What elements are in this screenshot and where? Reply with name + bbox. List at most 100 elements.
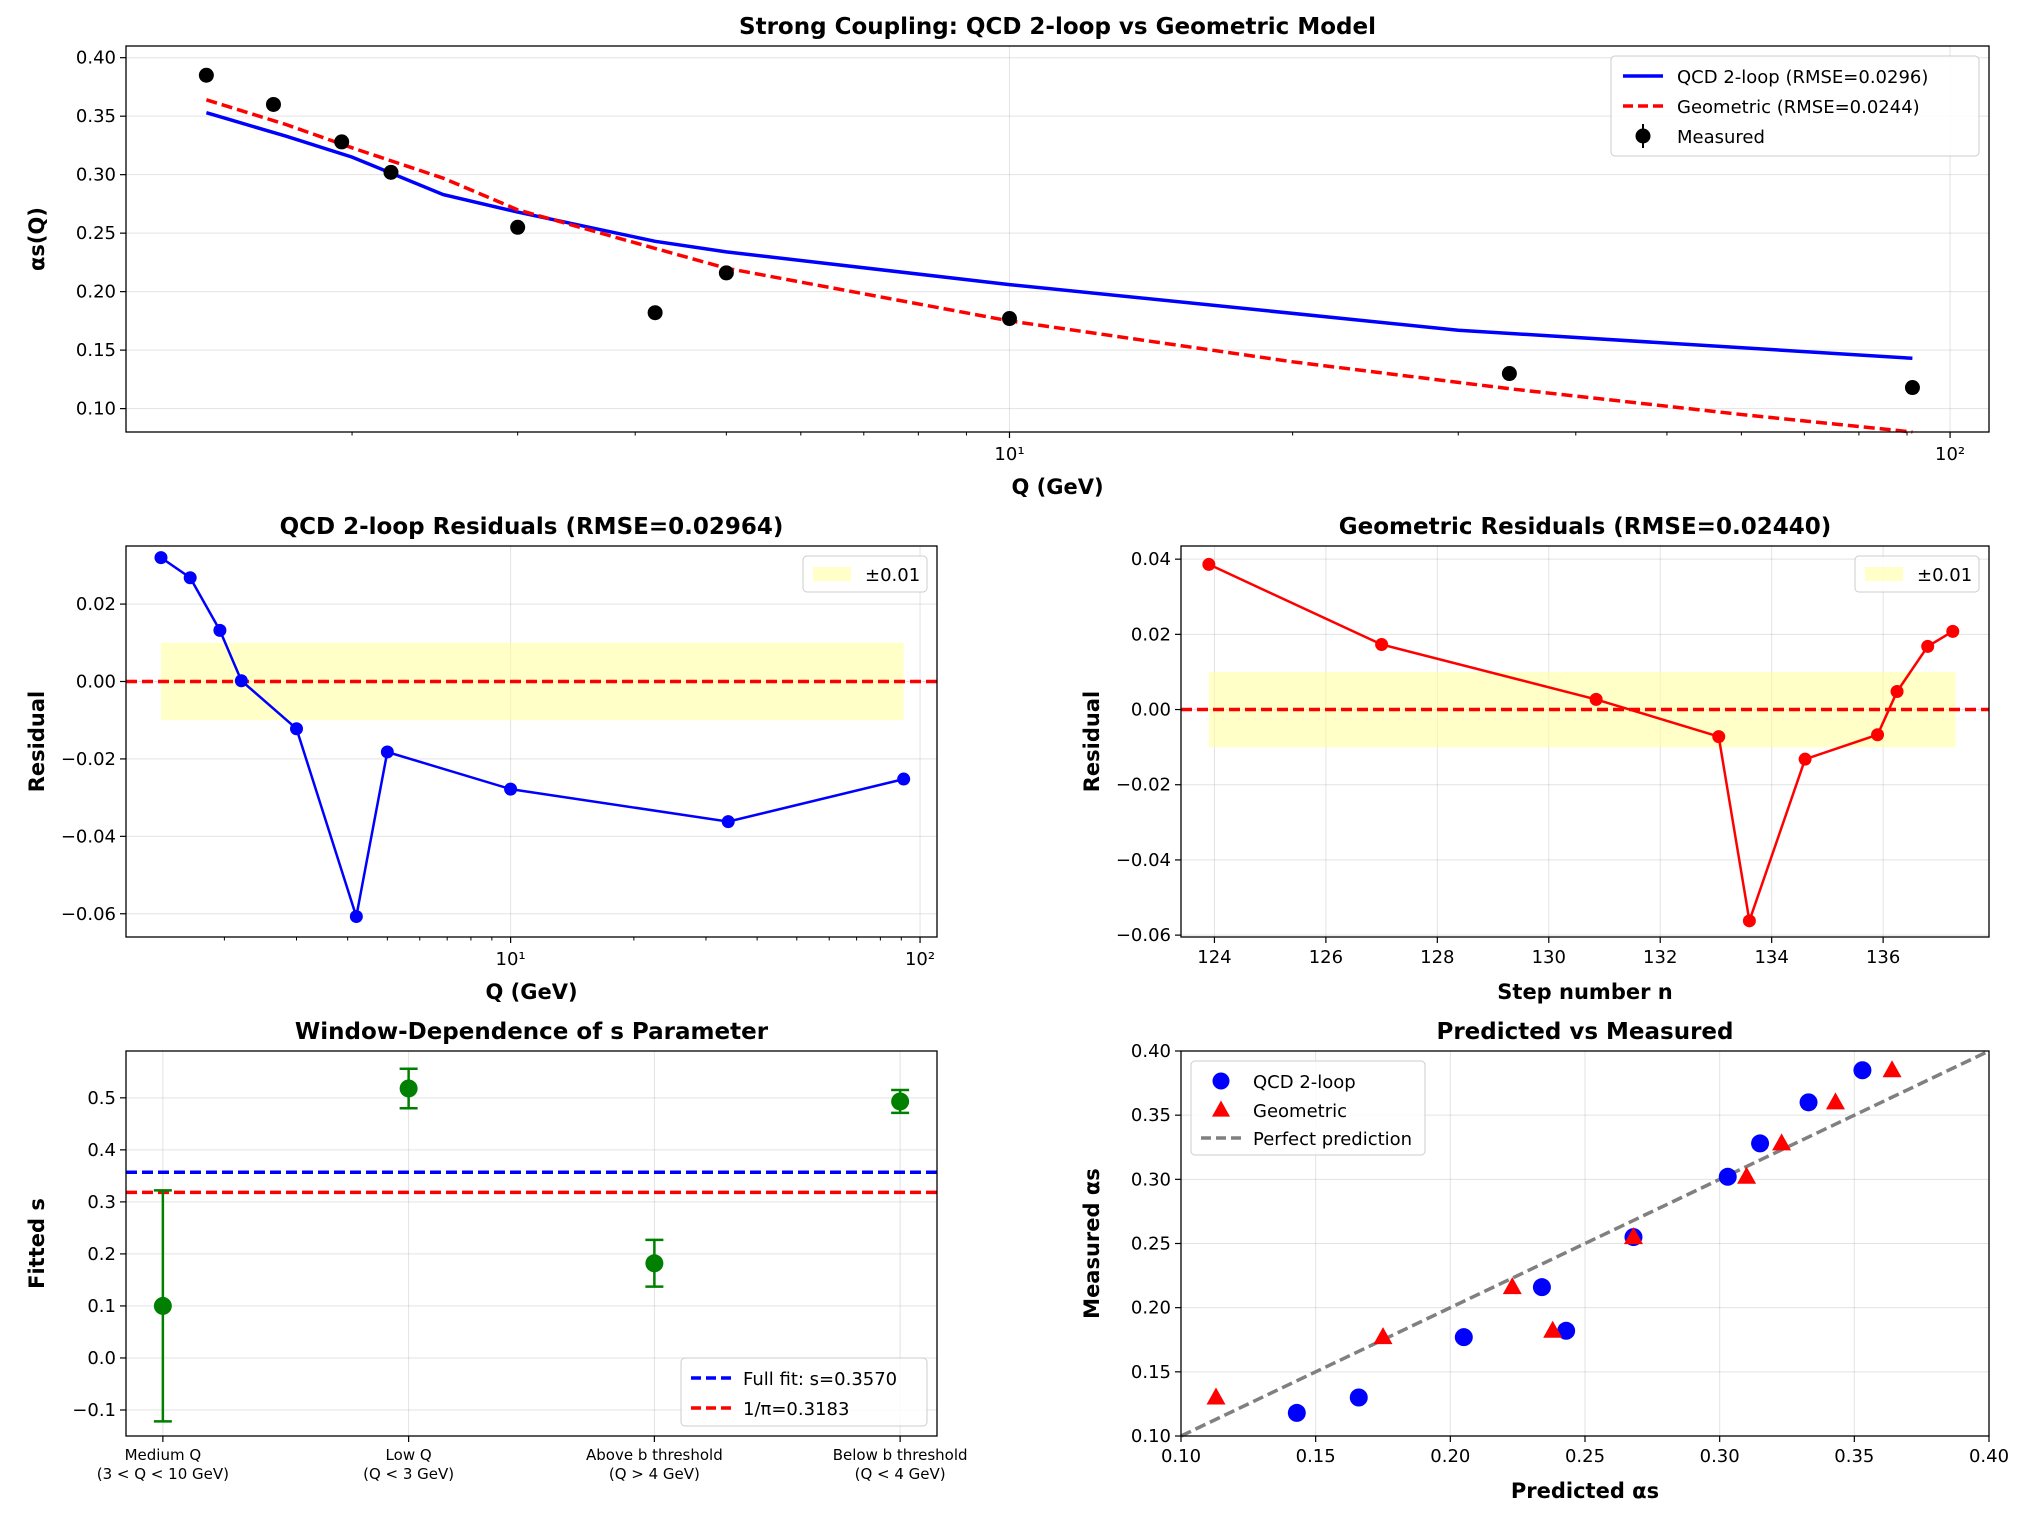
p3-residual-point [1871,728,1885,742]
p5-qcd-point [1751,1134,1770,1153]
p1-xtick-label: 10² [1935,444,1965,465]
p5-qcd-point [1532,1278,1551,1297]
p4-category-label: (Q < 4 GeV) [855,1465,946,1483]
p3-ylabel: Residual [1080,691,1104,792]
p5-xtick-label: 0.20 [1430,1446,1470,1467]
p3-residual-point [1946,624,1960,638]
p5-geometric-point [1623,1227,1643,1245]
p3-residual-point [1921,639,1935,653]
p5-xtick-label: 0.35 [1834,1446,1874,1467]
p2-residual-point [234,674,248,688]
p4-ytick-label: 0.1 [87,1296,116,1317]
p5-ytick-label: 0.35 [1131,1105,1171,1126]
p5-ytick-label: 0.15 [1131,1362,1171,1383]
p5-qcd-point [1454,1328,1473,1347]
p3-ytick-label: −0.06 [1116,925,1171,946]
p1-ytick-label: 0.20 [76,282,116,303]
p2-residual-point [349,909,363,923]
p4-ylabel: Fitted s [25,1198,49,1289]
p5-xlabel: Predicted αs [1511,1479,1659,1503]
p1-measured-point [1501,366,1517,382]
p2-title: QCD 2-loop Residuals (RMSE=0.02964) [280,514,784,540]
p2-ytick-label: 0.02 [76,594,116,615]
p2-residual-point [290,722,304,736]
p2-axes-frame [125,545,938,938]
p1-legend-label: QCD 2-loop (RMSE=0.0296) [1677,67,1928,88]
p2-ytick-label: −0.06 [61,904,116,925]
p2-residual-point [721,815,735,829]
p3-xtick-label: 136 [1866,947,1900,968]
p4-ytick-label: 0.4 [87,1140,116,1161]
p1-legend-label: Geometric (RMSE=0.0244) [1677,97,1920,118]
p3-residual-point [1742,914,1756,928]
p4-legend-label: Full fit: s=0.3570 [743,1369,897,1390]
p4-category-label: Below b threshold [833,1446,968,1464]
p5-legend-label: Geometric [1253,1101,1347,1122]
p4-s-point [399,1079,418,1098]
p2-legend-box [802,555,928,593]
p5-geometric-point [1882,1060,1902,1078]
p1-chart: 0.10 0.15 0.20 0.25 0.30 0.35 0.40 10¹ 10² QCD 2-… [25,14,1990,499]
p2-xlabel: Q (GeV) [485,980,577,1004]
p5-geometric-point [1206,1387,1226,1405]
p3-xtick-label: 128 [1420,947,1454,968]
p5-axes-frame [1180,1050,1990,1437]
p5-xtick-label: 0.30 [1700,1446,1740,1467]
p5-legend-label: Perfect prediction [1253,1129,1412,1150]
p5-ytick-label: 0.30 [1131,1169,1171,1190]
p3-legend-label: ±0.01 [1917,565,1972,586]
p3-ytick-label: 0.00 [1131,700,1171,721]
p5-perfect-line [1180,1049,1990,1438]
p1-axes-frame [125,45,1990,433]
p1-ytick-label: 0.30 [76,165,116,186]
p5-ytick-label: 0.40 [1131,1041,1171,1062]
p4-category-label: Above b threshold [586,1446,723,1464]
p1-xlabel: Q (GeV) [1011,475,1103,499]
p4-title: Window-Dependence of s Parameter [295,1019,769,1045]
p4-legend-label: 1/π=0.3183 [743,1399,849,1420]
p5-qcd-point [1853,1061,1872,1080]
p3-ytick-label: −0.04 [1116,850,1171,871]
p1-measured-point [1001,311,1017,327]
p2-xtick-label: 10² [905,949,935,970]
p5-legend-label: QCD 2-loop [1253,1072,1356,1093]
p4-category-label: (Q < 3 GeV) [363,1465,454,1483]
p2-residual-point [213,623,227,637]
p1-xtick-label: 10¹ [994,444,1024,465]
p5-qcd-point [1799,1093,1818,1112]
p4-s-point [645,1254,664,1273]
p5-ytick-label: 0.10 [1131,1426,1171,1447]
p1-series-geometric-line [205,98,1913,434]
p3-xlabel: Step number n [1497,980,1672,1004]
p1-ytick-label: 0.15 [76,340,116,361]
p4-category-label: (3 < Q < 10 GeV) [97,1465,229,1483]
p5-geometric-point [1502,1277,1522,1295]
p4-legend-box [680,1357,928,1427]
p1-measured-point [718,265,734,281]
p5-xtick-label: 0.10 [1161,1446,1201,1467]
p1-measured-point [265,96,281,112]
p3-residual-point [1798,752,1812,766]
p4-chart: −0.1 0.0 0.1 0.2 0.3 0.4 0.5 Medium Q(3 < Q < 1… [25,1019,968,1483]
p1-ytick-label: 0.25 [76,223,116,244]
p1-ytick-label: 0.35 [76,106,116,127]
p5-qcd-point [1349,1388,1368,1407]
p4-category-label: Medium Q [125,1446,202,1464]
p5-title: Predicted vs Measured [1436,1019,1733,1045]
p3-xtick-label: 124 [1197,947,1231,968]
p3-residual-point [1202,557,1216,571]
p1-measured-point [1904,380,1920,396]
p4-category-label: Low Q [386,1446,432,1464]
p1-series-qcd-line [205,111,1913,361]
p3-xtick-label: 130 [1532,947,1566,968]
p1-measured-point [334,134,350,150]
p3-chart: −0.06 −0.04 −0.02 0.00 0.02 0.04 124 126 128 130 1… [1080,514,1990,1004]
p3-ytick-label: −0.02 [1116,775,1171,796]
p5-qcd-point [1287,1403,1306,1422]
p1-legend-handle [1635,128,1651,144]
p5-qcd-point [1718,1167,1737,1186]
p5-geometric-point [1737,1166,1757,1184]
p5-geometric-point [1772,1133,1792,1151]
p4-axes-frame [125,1050,938,1437]
